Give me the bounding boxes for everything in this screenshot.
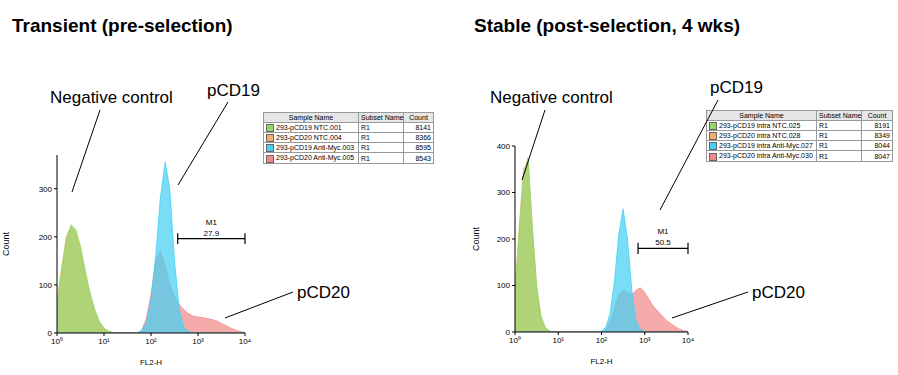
- svg-text:pCD19: pCD19: [710, 78, 763, 97]
- html-text:293-pCD20 Anti-Myc.005: 293-pCD20 Anti-Myc.005: [276, 154, 355, 162]
- svg-text:10¹: 10¹: [552, 336, 564, 345]
- svg-text:Count: Count: [471, 227, 481, 252]
- svg-text:M1: M1: [657, 227, 669, 236]
- html-text:293-pCD19 NTC.001: 293-pCD19 NTC.001: [276, 124, 342, 131]
- html-text:8543: 8543: [415, 154, 431, 162]
- svg-text:FL2-H: FL2-H: [140, 358, 162, 367]
- html-text:R1: R1: [819, 152, 828, 160]
- html-text:293-pCD19 intra NTC.025: 293-pCD19 intra NTC.025: [719, 122, 801, 129]
- html-text:8047: 8047: [874, 152, 890, 160]
- svg-text:0: 0: [48, 329, 53, 338]
- svg-text:10²: 10²: [596, 336, 608, 345]
- svg-text:10⁴: 10⁴: [239, 337, 252, 346]
- html-text:R1: R1: [819, 142, 828, 150]
- svg-text:10¹: 10¹: [98, 337, 110, 346]
- html-text:R1: R1: [361, 154, 370, 162]
- html-text:293-pCD20 intra Anti-Myc.030: 293-pCD20 intra Anti-Myc.030: [719, 152, 813, 160]
- svg-text:pCD19: pCD19: [207, 81, 260, 100]
- svg-text:50.5: 50.5: [655, 238, 671, 247]
- svg-text:400: 400: [497, 142, 511, 151]
- svg-text:200: 200: [39, 233, 53, 242]
- svg-text:300: 300: [39, 185, 53, 194]
- svg-text:Negative control: Negative control: [50, 88, 173, 107]
- html-text:8141: 8141: [415, 124, 431, 132]
- html-text:293-pCD19 Anti-Myc.003: 293-pCD19 Anti-Myc.003: [276, 144, 355, 152]
- svg-text:0: 0: [506, 328, 511, 337]
- svg-text:Transient (pre-selection): Transient (pre-selection): [12, 15, 233, 36]
- svg-text:pCD20: pCD20: [297, 283, 350, 302]
- html-text:R1: R1: [819, 132, 828, 140]
- html-text:293-pCD20 NTC.004: 293-pCD20 NTC.004: [276, 134, 342, 142]
- html-text:Sample Name: Sample Name: [288, 114, 334, 121]
- html-text:8349: 8349: [874, 132, 890, 140]
- html-text:R1: R1: [361, 144, 370, 152]
- svg-text:Count: Count: [8, 232, 11, 257]
- html-text:R1: R1: [361, 124, 370, 132]
- svg-text:10⁰: 10⁰: [51, 337, 63, 346]
- html-text:Subset Name: Subset Name: [361, 114, 404, 121]
- html-text:8366: 8366: [415, 134, 431, 142]
- html-text:293-pCD19 intra Anti-Myc.027: 293-pCD19 intra Anti-Myc.027: [719, 142, 813, 150]
- html-text:8191: 8191: [874, 122, 890, 130]
- html-text:R1: R1: [819, 122, 828, 130]
- svg-text:Negative control: Negative control: [490, 88, 613, 107]
- svg-text:27.9: 27.9: [204, 229, 220, 238]
- svg-text:100: 100: [39, 281, 53, 290]
- svg-text:FL2-H: FL2-H: [590, 357, 612, 366]
- html-text:Subset Name: Subset Name: [819, 112, 862, 119]
- html-text:Count: Count: [867, 112, 887, 119]
- svg-text:10³: 10³: [639, 336, 651, 345]
- svg-text:M1: M1: [206, 218, 218, 227]
- svg-text:10⁰: 10⁰: [509, 336, 521, 345]
- html-text:293-pCD20 intra NTC.028: 293-pCD20 intra NTC.028: [719, 132, 801, 140]
- svg-text:200: 200: [497, 235, 511, 244]
- html-text:Sample Name: Sample Name: [739, 112, 784, 119]
- svg-text:10²: 10²: [145, 337, 157, 346]
- svg-text:Stable (post-selection, 4 wks): Stable (post-selection, 4 wks): [474, 15, 740, 36]
- svg-text:pCD20: pCD20: [752, 283, 805, 302]
- html-text:8595: 8595: [415, 144, 431, 152]
- html-text:8044: 8044: [874, 142, 890, 150]
- html-text:R1: R1: [361, 134, 370, 142]
- svg-text:300: 300: [497, 188, 511, 197]
- svg-text:100: 100: [497, 281, 511, 290]
- svg-text:10⁴: 10⁴: [682, 336, 695, 345]
- html-text:Count: Count: [409, 114, 428, 121]
- svg-text:10³: 10³: [192, 337, 204, 346]
